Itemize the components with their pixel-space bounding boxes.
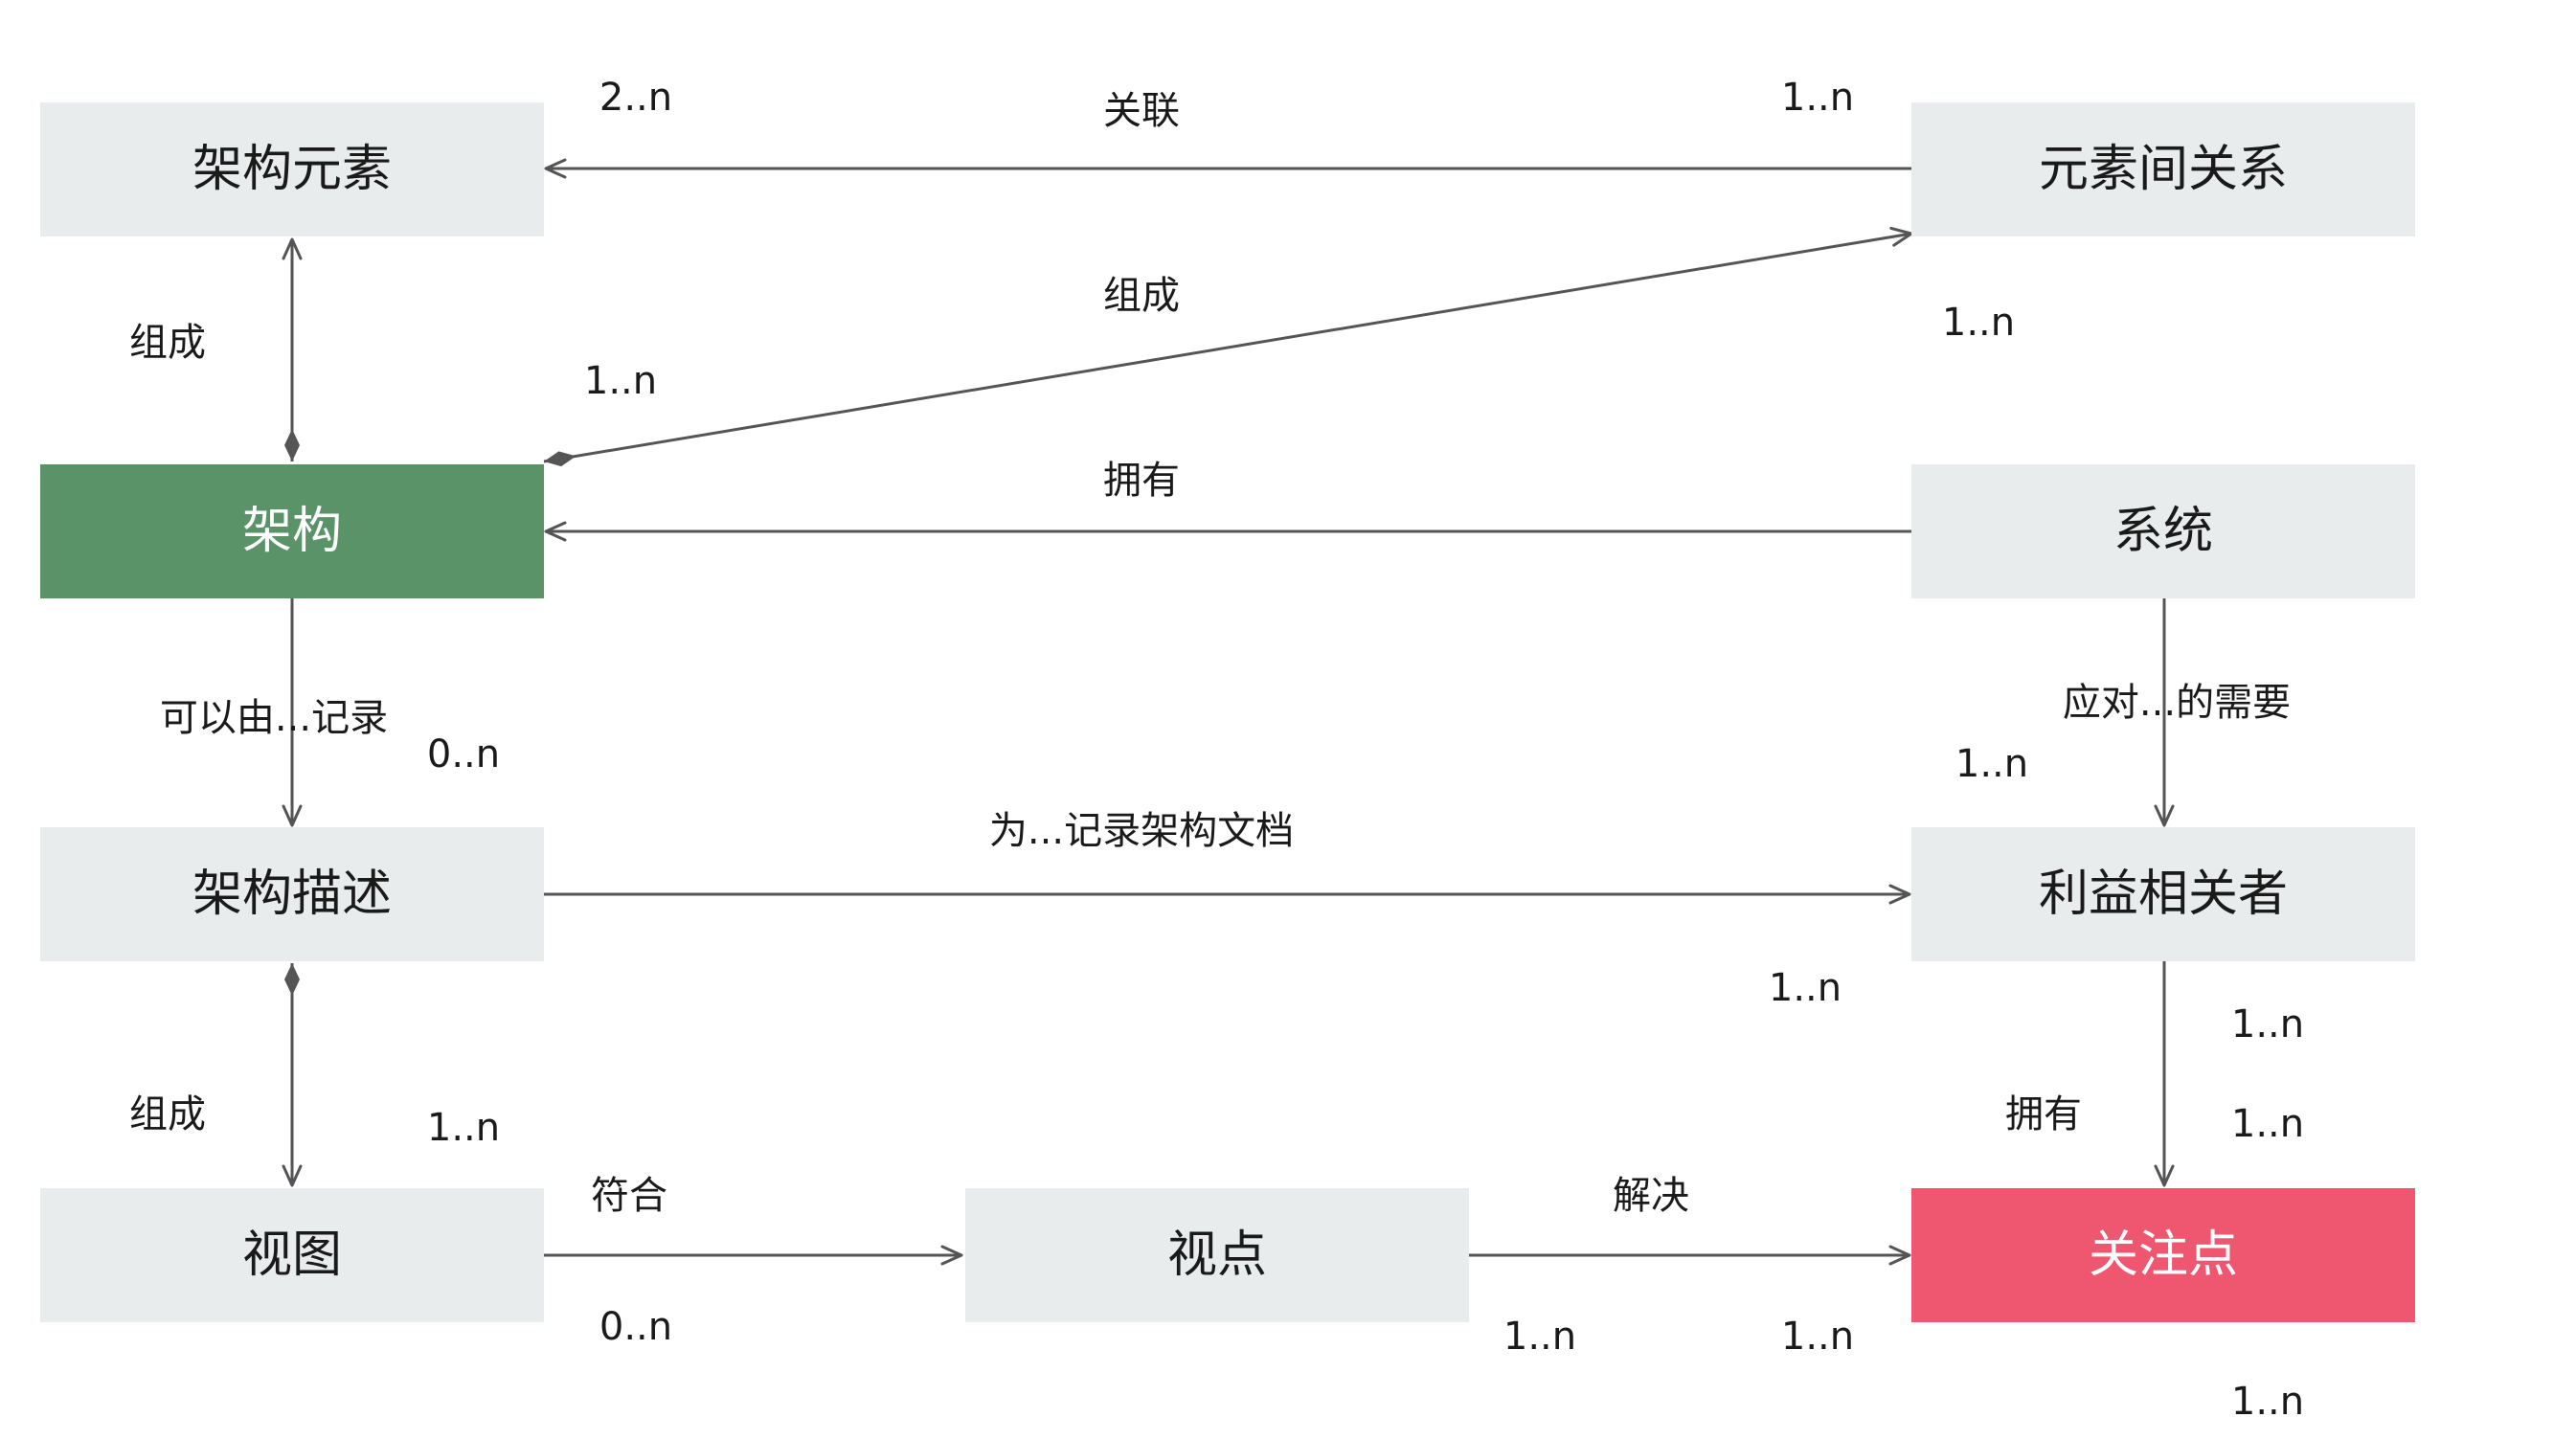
label-own-concern: 拥有 [2005,1092,2082,1136]
node-description-label: 架构描述 [192,866,392,923]
edge-compose-relation [543,226,1913,467]
node-viewpoint-label: 视点 [1167,1226,1267,1284]
node-relation: 元素间关系 [1911,102,2415,236]
multiplicity-viewpoint-resolve: 1..n [1503,1315,1576,1359]
edge-labels: 关联 组成 组成 拥有 可以由...记录 应对...的需要 为...记录架构文档… [129,89,2291,1218]
multiplicity-stakeholder-needs: 1..n [1955,742,2028,786]
multiplicity-element-associate: 2..n [599,76,672,120]
node-concern-label: 关注点 [2089,1226,2238,1284]
node-relation-label: 元素间关系 [2039,141,2288,198]
label-associate: 关联 [1103,89,1180,133]
multiplicity-stakeholder-own: 1..n [2231,1002,2304,1046]
node-stakeholder: 利益相关者 [1911,827,2415,961]
node-view: 视图 [40,1188,544,1322]
multiplicity-relation-associate: 1..n [1781,76,1854,120]
multiplicity-view-conform: 0..n [599,1305,672,1349]
node-architecture-label: 架构 [242,503,342,560]
multiplicity-description-documented: 0..n [427,732,500,776]
label-document-for: 为...记录架构文档 [989,809,1294,853]
node-element-label: 架构元素 [192,141,392,198]
node-element: 架构元素 [40,102,544,236]
node-architecture: 架构 [40,464,544,598]
multiplicity-concern-resolve: 1..n [1781,1315,1854,1359]
label-compose-relation: 组成 [1103,274,1180,318]
node-system: 系统 [1911,464,2415,598]
node-system-label: 系统 [2113,503,2213,560]
edges [282,158,2175,1266]
label-documented-by: 可以由...记录 [160,696,388,740]
label-compose-view: 组成 [129,1092,206,1136]
node-view-label: 视图 [242,1226,342,1284]
multiplicity-relation-compose: 1..n [1942,301,2015,345]
node-description: 架构描述 [40,827,544,961]
label-own-system: 拥有 [1103,459,1180,503]
label-compose-element: 组成 [129,321,206,365]
multiplicity-stakeholder-documented: 1..n [1769,966,1842,1010]
label-resolve: 解决 [1613,1174,1689,1218]
node-concern: 关注点 [1911,1188,2415,1322]
multiplicity-concern-own: 1..n [2231,1102,2304,1146]
node-stakeholder-label: 利益相关者 [2039,866,2288,923]
node-viewpoint: 视点 [965,1188,1469,1322]
multiplicity-view-compose: 1..n [427,1106,500,1150]
multiplicity-concern-bottom: 1..n [2231,1380,2304,1424]
multiplicity-labels: 2..n 1..n 1..n 1..n 0..n 1..n 1..n 1..n … [427,76,2304,1424]
multiplicity-architecture-compose: 1..n [584,359,657,403]
label-conform: 符合 [591,1174,667,1218]
label-address-needs: 应对...的需要 [2063,681,2291,725]
